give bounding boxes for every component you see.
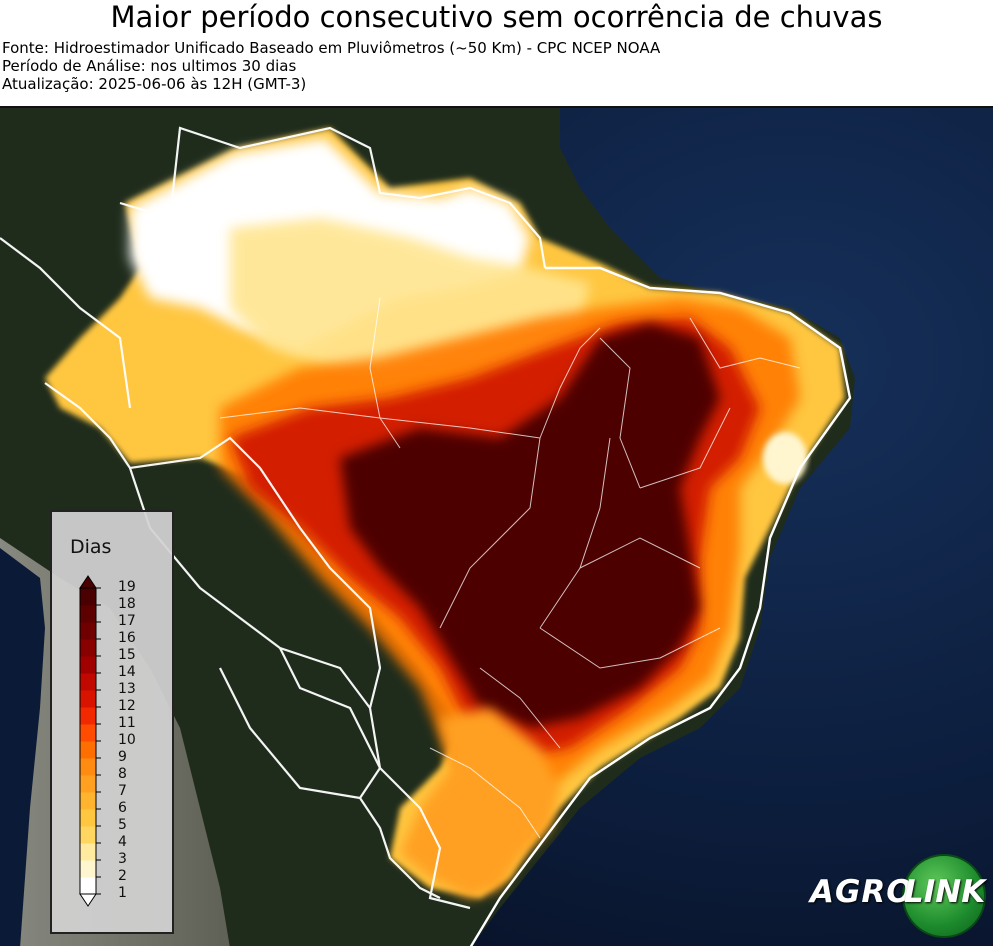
updated-line: Atualização: 2025-06-06 às 12H (GMT-3)	[2, 75, 307, 93]
colorbar-segment	[80, 860, 96, 878]
colorbar-segment	[80, 656, 96, 674]
colorbar-tick-label: 19	[118, 579, 136, 595]
colorbar-tick-label: 17	[118, 613, 136, 629]
colorbar-arrow-top	[79, 575, 97, 589]
colorbar-tick-label: 1	[118, 885, 127, 901]
colorbar-segment	[80, 707, 96, 725]
colorbar-arrow-bottom	[79, 893, 97, 907]
map-title: Maior período consecutivo sem ocorrência…	[110, 0, 883, 34]
period-line: Período de Análise: nos ultimos 30 dias	[2, 57, 297, 75]
legend-title: Dias	[70, 536, 112, 558]
header: Maior período consecutivo sem ocorrência…	[0, 0, 993, 106]
logo-text-agro: AGRO	[810, 874, 914, 910]
colorbar-segment	[80, 622, 96, 640]
colorbar-segment	[80, 724, 96, 742]
colorbar-segment	[80, 792, 96, 810]
coastline	[469, 266, 852, 946]
colorbar-segment	[80, 673, 96, 691]
state-borders	[219, 297, 801, 839]
colorbar-tick-label: 8	[118, 766, 127, 782]
colorbar-segment	[80, 639, 96, 657]
colorbar-tick-label: 7	[118, 783, 127, 799]
colorbar-segment	[80, 809, 96, 827]
colorbar-tick-label: 12	[118, 698, 136, 714]
colorbar-tick-label: 11	[118, 715, 136, 731]
colorbar-tick-label: 4	[118, 834, 127, 850]
colorbar-tick-label: 3	[118, 851, 127, 867]
colorbar-segment	[80, 605, 96, 623]
colorbar-segment	[80, 588, 96, 606]
logo-text-link: LINK	[904, 874, 986, 910]
colorbar-segment	[80, 741, 96, 759]
border-brazil-north	[119, 126, 547, 269]
colorbar-tick-label: 18	[118, 596, 136, 612]
colorbar-segment	[80, 877, 96, 895]
pacific-ocean	[0, 548, 45, 946]
colorbar-segment	[80, 843, 96, 861]
colorbar-tick-label: 5	[118, 817, 127, 833]
source-line: Fonte: Hidroestimador Unificado Baseado …	[2, 39, 661, 57]
colorbar-segment	[80, 775, 96, 793]
colorbar-tick-label: 15	[118, 647, 136, 663]
colorbar-segment	[80, 758, 96, 776]
colorbar-segment	[80, 826, 96, 844]
border-paraguay	[219, 647, 382, 800]
colorbar-tick-label: 6	[118, 800, 127, 816]
agrolink-logo: AGRO LINK	[806, 852, 986, 938]
colorbar-tick-label: 9	[118, 749, 127, 765]
dry-days-overlay-ne-light	[763, 432, 807, 484]
colorbar-tick-label: 14	[118, 664, 136, 680]
colorbar-tick-label: 16	[118, 630, 136, 646]
legend: Dias 1 2 3 4 5 6 7 8 9 10 11 12 13 14 15 16 17 18 19	[50, 510, 174, 934]
colorbar-tick-label: 2	[118, 868, 127, 884]
colorbar	[79, 575, 101, 907]
colorbar-tick-label: 10	[118, 732, 136, 748]
logo-circle	[902, 854, 986, 938]
border-brazil-west	[44, 382, 471, 910]
dry-days-overlay-max	[340, 323, 720, 728]
border-colombia	[0, 237, 132, 409]
colorbar-segment	[80, 690, 96, 708]
colorbar-tick-label: 13	[118, 681, 136, 697]
border-argentina	[359, 797, 441, 899]
